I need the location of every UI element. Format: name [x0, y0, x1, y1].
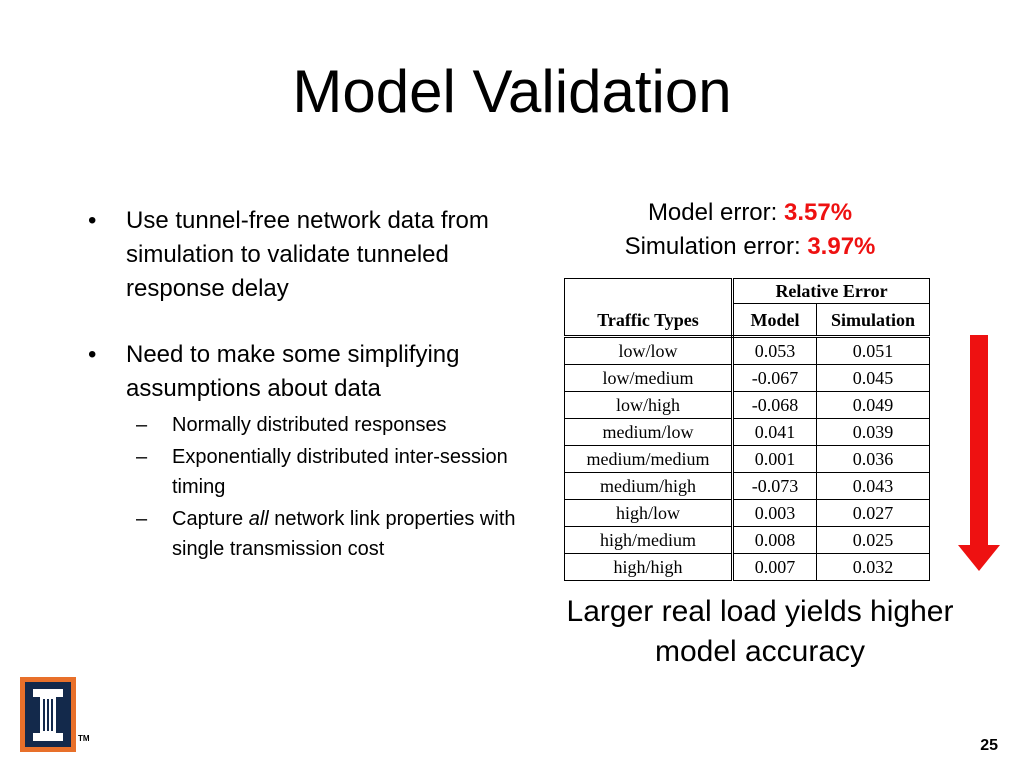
simulation-error-cell: 0.032 — [816, 553, 930, 581]
model-error-line: Model error: 3.57% — [580, 196, 920, 230]
sub-bullet-item: Exponentially distributed inter-session … — [126, 442, 538, 502]
table-header-blank — [564, 278, 734, 304]
sub-bullet-text: Capture — [172, 508, 249, 530]
traffic-type-cell: high/medium — [564, 526, 734, 554]
model-error-cell: 0.003 — [732, 499, 817, 527]
simulation-error-value: 3.97% — [807, 233, 876, 260]
traffic-type-cell: low/low — [564, 336, 734, 365]
table-header-model: Model — [732, 303, 817, 338]
model-error-cell: -0.068 — [732, 391, 817, 419]
sub-bullet-text: Normally distributed responses — [172, 414, 447, 436]
down-arrow-icon — [958, 335, 1000, 571]
slide-title: Model Validation — [292, 58, 732, 125]
sub-bullet-list: Normally distributed responses Exponenti… — [126, 410, 538, 564]
page-number: 25 — [980, 737, 998, 754]
conclusion-caption: Larger real load yields higher model acc… — [566, 595, 954, 668]
sub-bullet-item: Capture all network link properties with… — [126, 504, 538, 564]
table-row: medium/medium 0.001 0.036 — [564, 445, 930, 473]
traffic-type-cell: high/low — [564, 499, 734, 527]
bullet-text: Use tunnel-free network data from simula… — [126, 207, 489, 302]
table-row: low/medium -0.067 0.045 — [564, 364, 930, 392]
sub-bullet-item: Normally distributed responses — [126, 410, 538, 440]
bullet-item: Use tunnel-free network data from simula… — [88, 204, 538, 306]
table-row: high/low 0.003 0.027 — [564, 499, 930, 527]
trademark-mark: TM — [78, 734, 90, 743]
model-error-cell: 0.008 — [732, 526, 817, 554]
simulation-error-cell: 0.049 — [816, 391, 930, 419]
model-error-cell: 0.007 — [732, 553, 817, 581]
model-error-cell: -0.067 — [732, 364, 817, 392]
table-header-traffic-types: Traffic Types — [564, 303, 734, 338]
relative-error-table: Relative Error Traffic Types Model Simul… — [564, 278, 930, 581]
bullet-list: Use tunnel-free network data from simula… — [88, 204, 538, 564]
simulation-error-cell: 0.045 — [816, 364, 930, 392]
traffic-type-cell: medium/high — [564, 472, 734, 500]
simulation-error-line: Simulation error: 3.97% — [580, 230, 920, 264]
sub-bullet-text: network link properties with single tran… — [172, 508, 516, 560]
model-error-cell: 0.041 — [732, 418, 817, 446]
model-error-label: Model error: — [647, 199, 778, 226]
model-error-cell: 0.001 — [732, 445, 817, 473]
sub-bullet-text: Exponentially distributed inter-session … — [172, 446, 508, 498]
table-header-simulation: Simulation — [816, 303, 930, 338]
table-group-header-row: Relative Error — [564, 278, 930, 304]
simulation-error-label: Simulation error: — [624, 233, 801, 260]
bullet-item: Need to make some simplifying assumption… — [88, 338, 538, 564]
table-group-header: Relative Error — [732, 278, 930, 304]
simulation-error-cell: 0.043 — [816, 472, 930, 500]
simulation-error-cell: 0.036 — [816, 445, 930, 473]
table-header-row: Traffic Types Model Simulation — [564, 303, 930, 338]
table-row: low/high -0.068 0.049 — [564, 391, 930, 419]
simulation-error-cell: 0.039 — [816, 418, 930, 446]
table-row: medium/high -0.073 0.043 — [564, 472, 930, 500]
error-summary: Model error: 3.57% Simulation error: 3.9… — [580, 196, 920, 264]
simulation-error-cell: 0.027 — [816, 499, 930, 527]
emphasis-text: all — [248, 508, 269, 530]
model-error-cell: -0.073 — [732, 472, 817, 500]
table-row: high/medium 0.008 0.025 — [564, 526, 930, 554]
bullet-text: Need to make some simplifying assumption… — [126, 341, 460, 402]
table-row: medium/low 0.041 0.039 — [564, 418, 930, 446]
traffic-type-cell: medium/low — [564, 418, 734, 446]
table-row: high/high 0.007 0.032 — [564, 553, 930, 581]
traffic-type-cell: low/medium — [564, 364, 734, 392]
traffic-type-cell: high/high — [564, 553, 734, 581]
traffic-type-cell: medium/medium — [564, 445, 734, 473]
simulation-error-cell: 0.025 — [816, 526, 930, 554]
model-error-value: 3.57% — [783, 199, 853, 226]
model-error-cell: 0.053 — [732, 336, 817, 365]
simulation-error-cell: 0.051 — [816, 336, 930, 365]
traffic-type-cell: low/high — [564, 391, 734, 419]
university-block-i-logo — [20, 677, 76, 752]
table-row: low/low 0.053 0.051 — [564, 336, 930, 365]
